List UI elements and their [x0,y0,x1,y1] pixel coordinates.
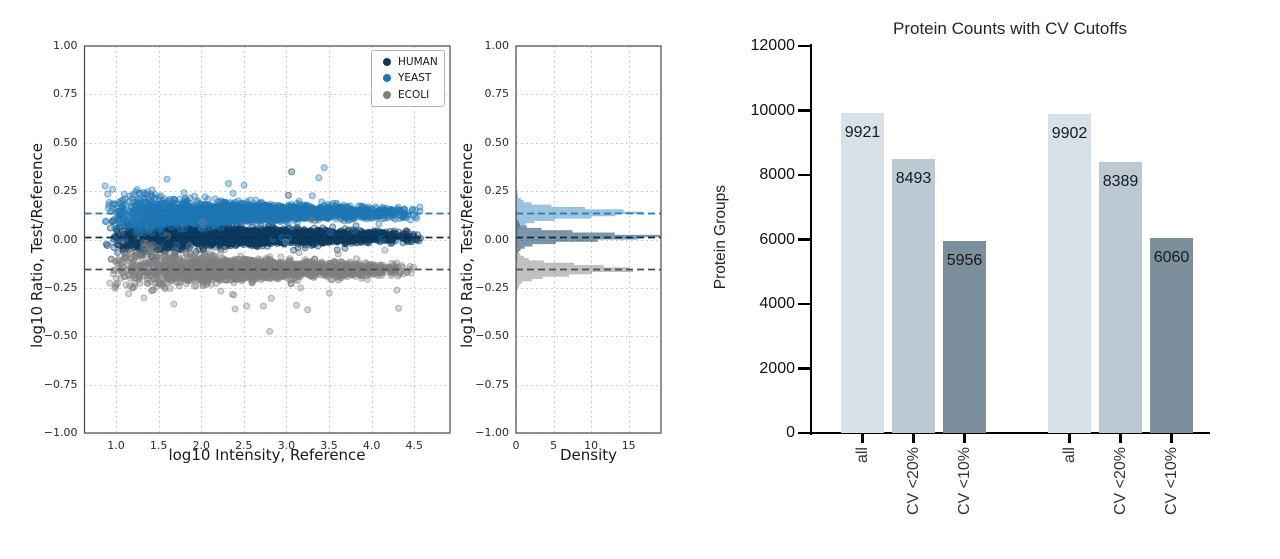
bar-value-label: 9902 [1051,124,1088,142]
y-tick-mark [798,238,810,241]
y-tick-mark [798,109,810,112]
y-tick-mark [798,173,810,177]
bar [892,159,935,433]
x-tick-mark [1068,434,1071,443]
category-label: all [853,447,871,464]
y-tick-mark [798,302,810,306]
bar-value-label: 8389 [1102,173,1139,191]
y-axis-line [809,44,812,435]
bar-chart-title: Protein Counts with CV Cutoffs [892,19,1127,38]
bar-value-label: 9921 [844,124,881,142]
x-tick-mark [861,434,864,443]
bar [1150,237,1193,433]
scatter-and-density-canvas [0,0,710,460]
y-tick-label: 6000 [759,230,795,248]
x-tick-mark [912,434,915,443]
x-axis-line [809,431,1210,434]
x-tick-mark [1119,434,1122,443]
y-tick-label: 12000 [750,37,796,54]
y-tick-label: 8000 [759,166,795,183]
bar-chart-y-axis-label: Protein Groups [712,185,729,290]
y-tick-label: 10000 [750,101,796,119]
bar-value-label: 8493 [895,170,932,188]
x-tick-mark [963,434,966,443]
bar [943,240,986,433]
bar-value-label: 6060 [1153,248,1190,266]
bar [1099,162,1142,433]
x-tick-mark [1170,434,1173,443]
category-label: CV <10% [1162,447,1180,516]
category-label: CV <10% [955,447,973,516]
bar [1048,113,1091,433]
category-label: all [1060,447,1078,464]
y-tick-mark [798,44,810,48]
y-tick-mark [798,367,810,370]
bar [841,113,884,433]
y-tick-label: 2000 [759,359,795,377]
y-tick-label: 4000 [759,295,795,312]
y-tick-label: 0 [786,424,795,441]
y-tick-mark [798,431,810,435]
category-label: CV <20% [1111,447,1129,516]
bar-value-label: 5956 [946,251,983,269]
category-label: CV <20% [904,447,922,516]
